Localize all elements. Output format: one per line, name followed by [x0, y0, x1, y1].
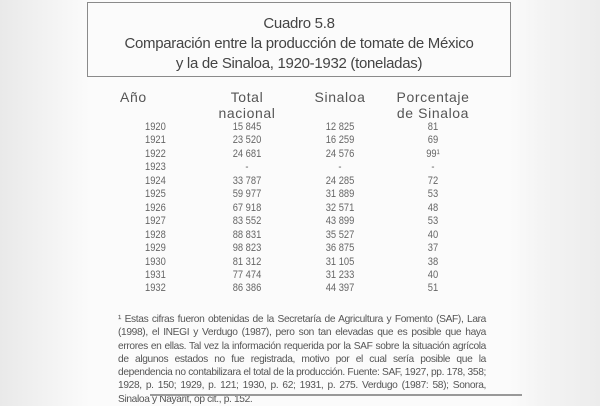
cell-total: - — [245, 161, 249, 174]
table-row: 1928 88 831 35 527 40 — [0, 229, 510, 242]
header-pct-line-1: Porcentaje — [396, 89, 470, 105]
cell-pct: 72 — [427, 174, 439, 187]
table-row: 1925 59 977 31 889 53 — [0, 188, 510, 201]
cell-pct: 40 — [427, 228, 439, 241]
header-total: Total nacional — [205, 89, 289, 121]
cell-pct: 51 — [427, 282, 439, 295]
header-year: Año — [120, 89, 147, 105]
table-row: 1929 98 823 36 875 37 — [0, 242, 510, 255]
cell-sinaloa: 31 105 — [325, 255, 355, 268]
cell-sinaloa: 32 571 — [325, 201, 355, 214]
cell-total: 15 845 — [232, 121, 262, 133]
cell-total: 23 520 — [232, 134, 262, 147]
cell-year: 1932 — [144, 282, 166, 295]
cell-pct: 99¹ — [426, 147, 440, 160]
table-title-line-1: Comparación entre la producción de tomat… — [124, 35, 474, 52]
table-row: 1932 86 386 44 397 51 — [0, 282, 510, 295]
cell-pct: - — [431, 161, 435, 174]
cell-pct: 53 — [427, 188, 439, 201]
header-percentage: Porcentaje de Sinaloa — [385, 89, 481, 121]
cell-year: 1928 — [144, 228, 166, 241]
cell-year: 1927 — [144, 215, 166, 228]
table-title-box: Cuadro 5.8 Comparación entre la producci… — [87, 2, 511, 77]
table-row: 1930 81 312 31 105 38 — [0, 256, 510, 269]
table-number: Cuadro 5.8 — [263, 15, 335, 32]
source-text: Fuente: SAF, 1927, pp. 178, 358; 1928, p… — [118, 367, 486, 405]
cell-sinaloa: 31 233 — [325, 268, 355, 281]
cell-year: 1924 — [144, 174, 166, 187]
cell-total: 59 977 — [232, 188, 262, 201]
cell-year: 1921 — [144, 134, 166, 147]
cell-sinaloa: 24 285 — [325, 174, 355, 187]
cell-total: 98 823 — [232, 242, 262, 255]
header-sinaloa: Sinaloa — [314, 89, 366, 105]
table-row: 1922 24 681 24 576 99¹ — [0, 148, 510, 161]
cell-year: 1929 — [144, 242, 166, 255]
table-row: 1923 - - - — [0, 161, 510, 174]
cell-year: 1922 — [144, 147, 166, 160]
cell-pct: 69 — [427, 134, 439, 147]
cell-year: 1930 — [144, 255, 166, 268]
cell-sinaloa: 35 527 — [325, 228, 355, 241]
table-row: 1931 77 474 31 233 40 — [0, 269, 510, 282]
cell-sinaloa: 12 825 — [325, 121, 355, 133]
cell-year: 1926 — [144, 201, 166, 214]
cell-total: 86 386 — [232, 282, 262, 295]
cell-year: 1923 — [144, 161, 166, 174]
cell-total: 33 787 — [232, 174, 262, 187]
cell-total: 77 474 — [232, 268, 262, 281]
header-pct-line-2: de Sinaloa — [396, 105, 470, 121]
cell-sinaloa: 36 875 — [325, 242, 355, 255]
cell-sinaloa: 44 397 — [325, 282, 355, 295]
cell-pct: 81 — [427, 121, 439, 133]
cell-sinaloa: 31 889 — [325, 188, 355, 201]
header-total-line-1: Total — [230, 89, 264, 105]
cell-sinaloa: 16 259 — [325, 134, 355, 147]
table-row: 1921 23 520 16 259 69 — [0, 134, 510, 147]
table-row: 1926 67 918 32 571 48 — [0, 202, 510, 215]
cell-pct: 40 — [427, 268, 439, 281]
cell-total: 88 831 — [232, 228, 262, 241]
header-total-line-2: nacional — [218, 105, 276, 121]
table-row: 1927 83 552 43 899 53 — [0, 215, 510, 228]
cell-year: 1925 — [144, 188, 166, 201]
cell-pct: 38 — [427, 255, 439, 268]
cell-total: 24 681 — [232, 147, 262, 160]
cell-total: 67 918 — [232, 201, 262, 214]
cell-pct: 53 — [427, 215, 439, 228]
cell-total: 83 552 — [232, 215, 262, 228]
footnote: ¹ Estas cifras fueron obtenidas de la Se… — [118, 313, 486, 406]
cell-sinaloa: - — [338, 161, 342, 174]
cell-year: 1931 — [144, 268, 166, 281]
table-title-line-2: y la de Sinaloa, 1920-1932 (toneladas) — [175, 55, 423, 72]
cell-sinaloa: 43 899 — [325, 215, 355, 228]
table-row: 1920 15 845 12 825 81 — [0, 121, 510, 134]
cell-total: 81 312 — [232, 255, 262, 268]
cell-pct: 48 — [427, 201, 439, 214]
bottom-rule — [150, 394, 522, 396]
cell-year: 1920 — [144, 121, 166, 133]
cell-pct: 37 — [427, 242, 439, 255]
cell-sinaloa: 24 576 — [325, 147, 355, 160]
footnote-text: ¹ Estas cifras fueron obtenidas de la Se… — [118, 314, 486, 379]
table-row: 1924 33 787 24 285 72 — [0, 175, 510, 188]
